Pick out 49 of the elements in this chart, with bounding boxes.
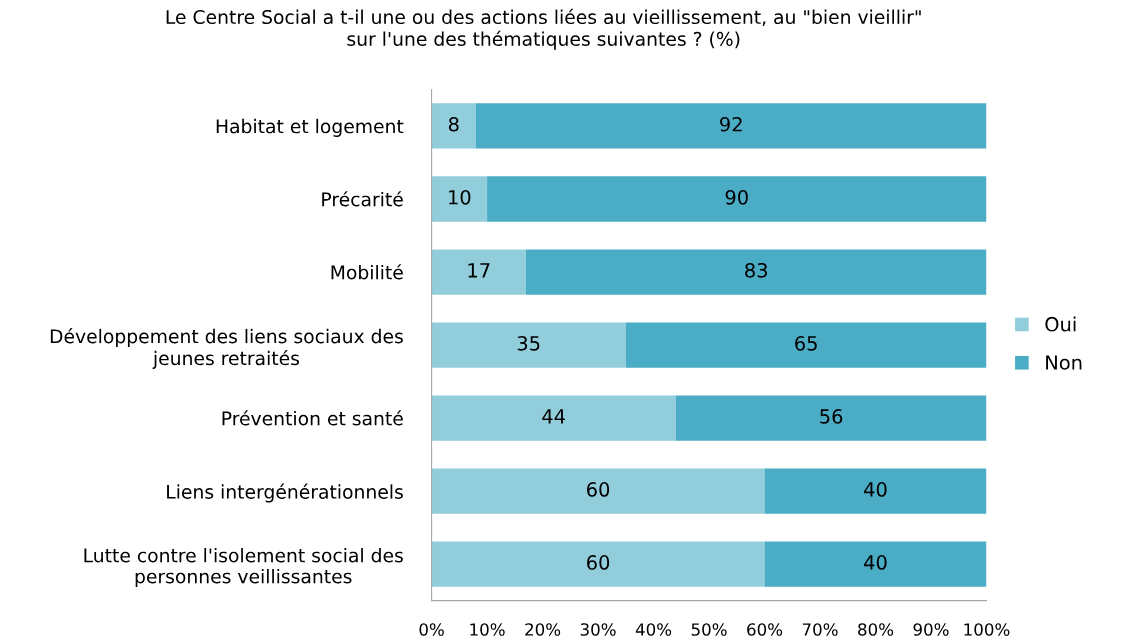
y-tick-label: Mobilité: [331, 264, 403, 280]
bar: [764, 541, 987, 587]
bar: [431, 249, 526, 295]
data-label: 60: [587, 555, 610, 570]
data-label: 60: [587, 482, 610, 497]
x-tick-label: 100%: [964, 623, 1010, 636]
data-label: 40: [864, 555, 887, 570]
x-tick-label: 60%: [747, 623, 783, 636]
bar: [764, 468, 987, 514]
legend-label: Oui: [1045, 316, 1076, 332]
data-label: 56: [820, 409, 843, 424]
data-label: 17: [468, 263, 490, 278]
data-label: 90: [725, 189, 748, 205]
x-tick-label: 0%: [419, 623, 444, 636]
y-tick-label: Développement des liens sociaux des jeunes retraités: [50, 328, 403, 369]
bar: [487, 176, 987, 222]
bar: [525, 249, 987, 295]
x-tick-label: 80%: [858, 623, 894, 636]
chart-title: Le Centre Social a t-il une ou des actions liées au vieillissement, au "bien vieillir" sur l'une des thématiques suivantes ? (%): [166, 8, 921, 50]
x-tick-label: 90%: [913, 623, 949, 636]
data-label: 40: [864, 482, 887, 497]
bar: [431, 103, 476, 149]
legend-label: Non: [1046, 355, 1082, 370]
y-tick-label: Précarité: [322, 191, 403, 207]
data-label: 35: [517, 335, 540, 351]
bar: [475, 103, 987, 149]
y-tick-label: Lutte contre l'isolement social des personnes veillissantes: [84, 547, 403, 588]
x-tick-label: 50%: [691, 623, 727, 636]
y-tick-label: Liens intergénérationnels: [167, 483, 403, 503]
data-label: 44: [542, 409, 565, 424]
x-tick-label: 10%: [470, 623, 505, 636]
y-tick-label: Prévention et santé: [222, 410, 403, 426]
data-label: 65: [795, 335, 817, 351]
data-label: 92: [720, 116, 742, 132]
data-label: 10: [449, 189, 471, 205]
data-label: 83: [745, 262, 768, 278]
data-label: 8: [448, 116, 459, 132]
x-tick-label: 20%: [525, 623, 561, 636]
x-tick-label: 40%: [635, 623, 672, 636]
bar: [431, 541, 765, 587]
bar: [431, 322, 626, 368]
bar: [675, 395, 987, 441]
bar: [625, 322, 987, 368]
bar: [431, 468, 765, 514]
x-tick-label: 30%: [580, 623, 616, 636]
bar: [431, 176, 488, 222]
x-tick-label: 70%: [802, 623, 838, 636]
bar: [431, 395, 676, 441]
y-tick-label: Habitat et logement: [216, 118, 404, 137]
